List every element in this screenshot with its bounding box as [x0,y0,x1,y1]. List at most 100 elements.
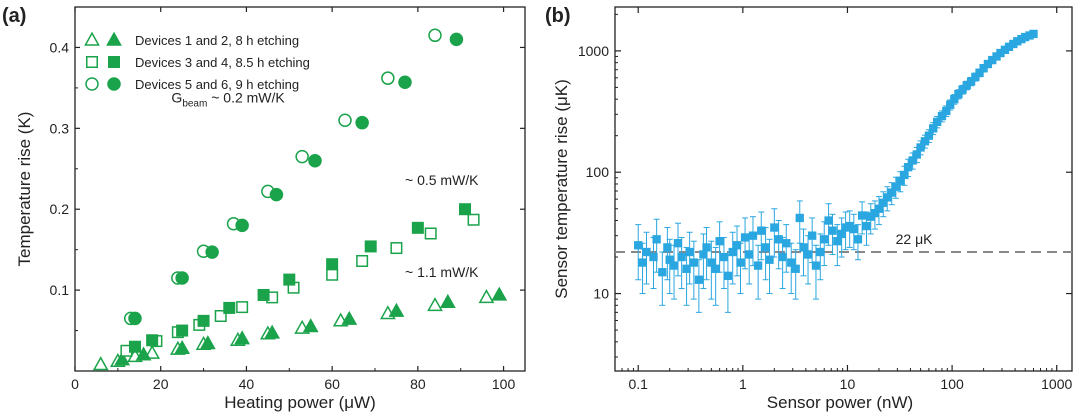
data-point [175,271,189,285]
data-point [900,170,909,180]
x-tick-label-a: 40 [239,376,255,392]
panel-b-ticks: 0.1 1 10 100 1000 10 100 1000 [578,7,1072,392]
panel-b: (b) 0.1 1 10 100 1000 10 100 1000 22 μK Sensor … [545,5,1073,412]
annotation-subscript: beam [182,98,207,109]
series-circle-filled [128,32,464,326]
data-point [862,221,871,231]
legend-label: Devices 3 and 4, 8.5 h etching [135,55,310,70]
data-point [757,226,766,235]
data-point [715,237,724,246]
data-point [235,218,249,233]
y-tick-label-a: 0.3 [50,120,70,136]
series-square-filled [129,203,471,353]
data-point [745,250,754,259]
data-point [849,224,858,234]
legend-marker-open [86,56,98,68]
data-point [199,335,216,350]
x-tick-label-b: 100 [940,376,964,392]
data-point [283,273,296,286]
data-point [774,235,783,244]
data-point [803,250,813,259]
data-point [824,216,833,225]
data-point [663,243,672,252]
data-point [883,193,892,202]
x-tick-label-b: 10 [840,376,856,392]
y-tick-label-b: 10 [593,286,609,302]
panel-a-label: (a) [2,5,26,27]
data-point [874,204,884,213]
data-point [728,247,737,257]
data-point [411,221,424,234]
annotation-label: ~ 1.1 mW/K [405,264,479,280]
data-point [269,187,284,202]
panel-a: (a) 0 20 40 60 80 100 0.1 0.2 0.3 0.4 Devices 1 a… [2,5,526,412]
data-point [669,261,679,270]
data-point [459,203,471,216]
data-point [449,32,464,47]
data-point [820,235,829,244]
data-point [427,297,443,312]
data-point [234,330,251,345]
data-point [753,261,763,270]
legend-marker-filled [108,56,120,68]
x-tick-label-b: 1 [739,376,747,392]
data-point [295,149,309,164]
data-point [799,243,808,252]
x-tick-label-a: 100 [492,376,516,392]
data-point [699,250,708,259]
data-point [652,235,661,244]
data-point [658,268,667,277]
data-point [129,340,141,353]
data-point [214,309,227,322]
data-point [338,113,352,127]
data-point [711,264,720,273]
data-point [665,255,674,264]
x-tick-label-b: 0.1 [628,376,648,392]
data-point [638,258,647,267]
data-point [816,247,825,257]
data-point [491,286,508,301]
data-point [723,271,733,280]
data-point [146,334,159,347]
data-point [732,241,742,250]
data-point [428,28,442,43]
data-point [92,356,109,371]
data-point [128,311,142,326]
data-point [916,143,925,152]
annotation-label: ~ 0.5 mW/K [405,172,479,188]
panel-a-plot-frame [74,6,526,372]
panel-a-annotations: Gbeam ~ 0.2 mW/K ~ 0.5 mW/K ~ 1.1 mW/K [171,89,479,280]
data-point [677,252,686,262]
data-point [694,275,704,284]
data-point [478,289,495,304]
data-point [932,117,942,127]
data-point [364,240,377,253]
data-point [264,324,281,339]
data-point [341,310,358,325]
data-point [398,75,412,89]
panel-a-ticks: 0 20 40 60 80 100 0.1 0.2 0.3 0.4 [50,7,525,392]
data-point [467,213,480,226]
data-point [937,111,947,121]
y-tick-label-b: 100 [586,164,610,180]
panel-a-legend: Devices 1 and 2, 8 h etching Devices 3 an… [84,31,310,92]
data-point [439,293,456,308]
data-point [390,242,403,255]
data-point [381,71,395,85]
data-point [761,243,770,252]
data-point [356,254,369,267]
panel-a-x-axis-title: Heating power (μW) [224,393,376,412]
data-point [388,302,405,317]
data-point [795,213,804,223]
data-point [736,258,745,267]
data-point [634,241,643,250]
data-point [719,252,729,262]
panel-b-plot-frame [614,6,1073,372]
data-point [302,318,319,333]
data-point [740,233,750,242]
data-point [649,252,658,262]
data-point [702,243,711,252]
y-tick-label-b: 1000 [578,43,609,59]
annotation-main: G [171,89,182,105]
